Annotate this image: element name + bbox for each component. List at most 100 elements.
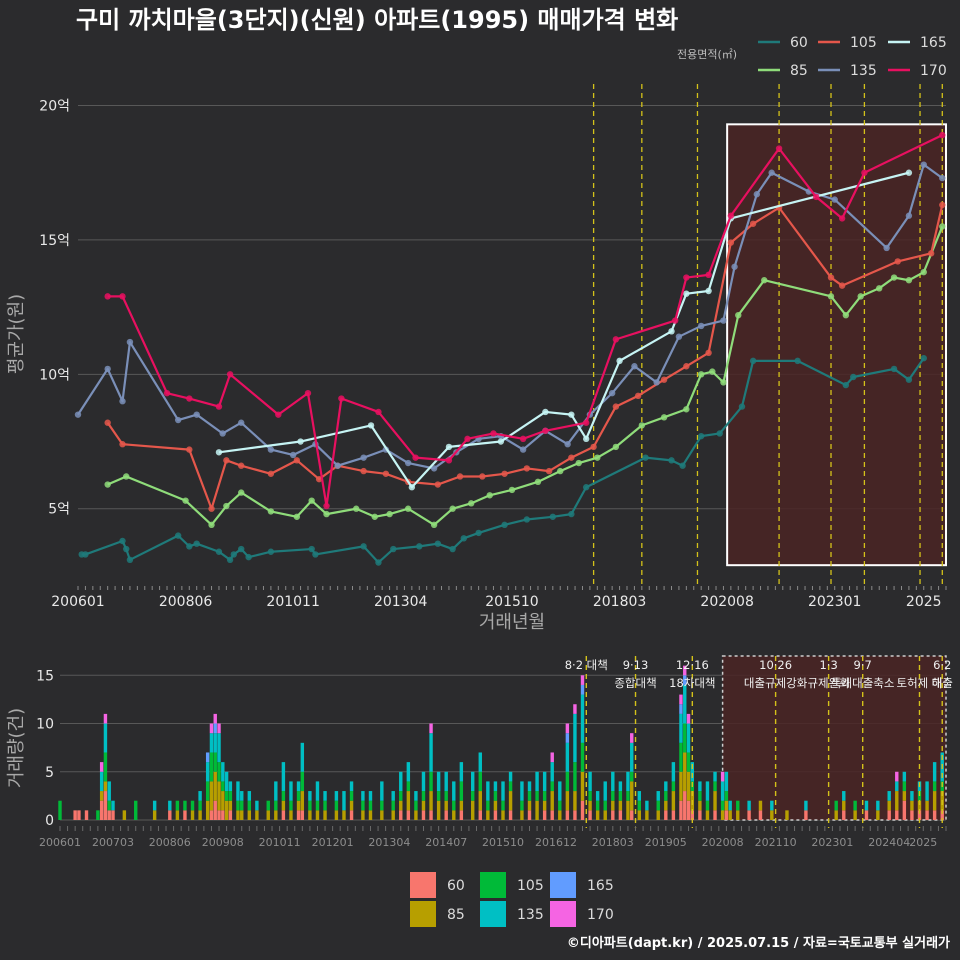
- data-point-60: [523, 516, 531, 523]
- volume-bar-105: [368, 800, 373, 811]
- x-tick-label: 201011: [259, 836, 301, 849]
- x-tick-label: 202008: [700, 594, 753, 610]
- data-point-85: [720, 379, 727, 386]
- volume-bar-60: [917, 810, 922, 820]
- data-point-105: [360, 467, 367, 475]
- volume-bar-105: [391, 800, 395, 811]
- data-point-135: [238, 419, 245, 426]
- volume-bar-60: [671, 810, 676, 820]
- data-point-60: [416, 543, 423, 550]
- volume-bar-105: [527, 791, 532, 801]
- volume-bar-105: [698, 791, 702, 801]
- volume-bar-85: [785, 810, 789, 820]
- volume-bar-60: [209, 810, 214, 820]
- volume-bar-105: [414, 800, 418, 811]
- data-point-170: [304, 389, 312, 397]
- x-tick-label: 200601: [39, 836, 81, 849]
- volume-bar-85: [588, 800, 592, 811]
- data-point-135: [731, 263, 738, 270]
- data-point-170: [727, 212, 735, 219]
- volume-bar-60: [183, 810, 187, 820]
- data-point-105: [315, 475, 323, 483]
- volume-bar-85: [247, 810, 252, 820]
- volume-bar-85: [618, 800, 623, 811]
- volume-bar-135: [221, 762, 225, 782]
- volume-bar-105: [558, 800, 562, 811]
- volume-bar-60: [508, 810, 513, 820]
- data-point-165: [616, 357, 623, 365]
- data-point-85: [905, 277, 913, 284]
- volume-bar-85: [224, 800, 229, 820]
- volume-bar-135: [887, 791, 891, 801]
- data-point-85: [238, 489, 245, 496]
- volume-bar-165: [565, 733, 570, 743]
- volume-bar-85: [910, 800, 914, 811]
- data-point-165: [367, 422, 375, 429]
- data-point-135: [404, 459, 412, 467]
- data-point-85: [386, 510, 393, 518]
- volume-bar-135: [683, 684, 687, 724]
- data-point-105: [382, 470, 390, 477]
- volume-bar-60: [758, 810, 763, 820]
- volume-bar-85: [565, 791, 570, 811]
- x-tick-label: 201304: [374, 594, 428, 610]
- volume-bar-85: [444, 800, 448, 811]
- volume-bar-85: [686, 771, 691, 801]
- volume-bar-135: [391, 791, 395, 801]
- volume-bar-135: [315, 781, 320, 801]
- volume-bar-135: [429, 733, 433, 772]
- volume-bar-105: [289, 800, 293, 811]
- y-tick-label: 10: [36, 717, 54, 733]
- volume-bar-105: [459, 781, 464, 801]
- data-point-135: [267, 446, 275, 453]
- data-point-105: [927, 250, 935, 257]
- volume-bar-60: [804, 810, 808, 820]
- y-tick-label: 0: [45, 813, 54, 829]
- volume-bar-170: [630, 733, 634, 743]
- volume-bar-105: [349, 791, 354, 801]
- volume-bar-105: [493, 791, 498, 801]
- volume-bar-60: [213, 800, 217, 820]
- volume-bar-135: [323, 791, 327, 801]
- volume-bar-135: [107, 781, 111, 801]
- data-point-60: [230, 551, 237, 558]
- data-point-85: [208, 521, 215, 529]
- volume-bar-135: [486, 781, 490, 801]
- volume-bar-135: [224, 771, 229, 792]
- volume-bar-105: [471, 791, 475, 801]
- volume-bar-60: [406, 810, 411, 820]
- volume-bar-105: [588, 791, 592, 801]
- volume-bar-135: [247, 791, 252, 801]
- volume-bar-135: [679, 713, 683, 743]
- volume-bar-60: [349, 810, 354, 820]
- data-point-135: [360, 454, 367, 461]
- volume-bar-105: [296, 791, 301, 801]
- series-line-105: [106, 204, 944, 510]
- volume-bar-85: [842, 800, 846, 811]
- data-point-105: [827, 274, 835, 281]
- data-point-165: [215, 449, 223, 456]
- volume-bar-85: [323, 810, 327, 820]
- volume-bar-85: [917, 800, 922, 811]
- volume-bar-165: [683, 675, 687, 685]
- data-point-60: [174, 532, 182, 539]
- volume-bar-85: [664, 800, 668, 811]
- volume-bar-105: [671, 781, 676, 792]
- volume-bar-170: [580, 675, 585, 685]
- volume-bar-105: [508, 781, 513, 792]
- data-point-165: [542, 408, 549, 416]
- volume-bar-135: [637, 791, 642, 801]
- volume-bar-105: [626, 791, 630, 801]
- data-point-60: [82, 551, 89, 558]
- data-point-85: [508, 486, 516, 494]
- volume-bar-170: [683, 665, 687, 676]
- volume-bar-105: [183, 800, 187, 811]
- volume-bar-170: [679, 694, 683, 705]
- data-point-105: [683, 363, 690, 370]
- volume-bar-85: [436, 800, 441, 820]
- legend-label-105: 105: [517, 878, 544, 894]
- volume-bar-60: [630, 810, 634, 820]
- volume-bar-135: [493, 781, 498, 792]
- volume-bar-60: [99, 800, 104, 820]
- volume-bar-60: [910, 810, 914, 820]
